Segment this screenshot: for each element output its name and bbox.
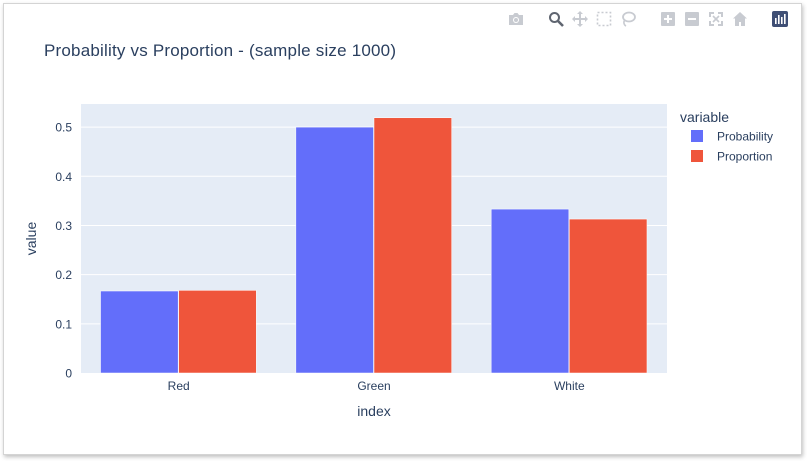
bar-probability-green[interactable] — [295, 126, 374, 374]
lasso-icon[interactable] — [619, 10, 637, 28]
autoscale-icon[interactable] — [707, 10, 725, 28]
y-tick-label: 0.5 — [55, 121, 72, 135]
bar-proportion-red[interactable] — [178, 290, 257, 374]
bar-proportion-white[interactable] — [569, 218, 648, 374]
legend-swatch[interactable] — [691, 130, 703, 142]
pan-icon[interactable] — [571, 10, 589, 28]
modebar — [507, 10, 789, 30]
legend-item-proportion[interactable]: Proportion — [717, 150, 772, 164]
reset-axes-icon[interactable] — [731, 10, 749, 28]
chart-frame: Probability vs Proportion - (sample size… — [3, 3, 802, 455]
x-axis-title: index — [357, 403, 390, 419]
y-tick-label: 0.3 — [55, 219, 72, 233]
bar-proportion-green[interactable] — [373, 117, 452, 374]
bar-probability-red[interactable] — [100, 290, 179, 374]
y-tick-label: 0.4 — [55, 170, 72, 184]
plotly-logo-icon[interactable] — [771, 10, 789, 28]
y-tick-label: 0.1 — [55, 317, 72, 331]
legend-title: variable — [680, 109, 729, 125]
zoom-out-icon[interactable] — [683, 10, 701, 28]
x-tick-label: Green — [357, 379, 390, 393]
chart-title: Probability vs Proportion - (sample size… — [44, 41, 397, 60]
zoom-in-icon[interactable] — [659, 10, 677, 28]
bar-chart: 0 0.1 0.2 0.3 0.4 0.5 Red Green White index value v… — [23, 104, 773, 419]
x-tick-label: White — [554, 379, 585, 393]
legend-swatch[interactable] — [691, 150, 703, 162]
box-select-icon[interactable] — [595, 10, 613, 28]
zoom-icon[interactable] — [547, 10, 565, 28]
legend-item-probability[interactable]: Probability — [717, 130, 773, 144]
x-tick-label: Red — [168, 379, 190, 393]
y-tick-label: 0 — [65, 367, 72, 381]
y-axis-title: value — [23, 222, 39, 256]
bar-probability-white[interactable] — [490, 208, 570, 374]
y-tick-label: 0.2 — [55, 268, 72, 282]
camera-icon[interactable] — [507, 10, 525, 28]
